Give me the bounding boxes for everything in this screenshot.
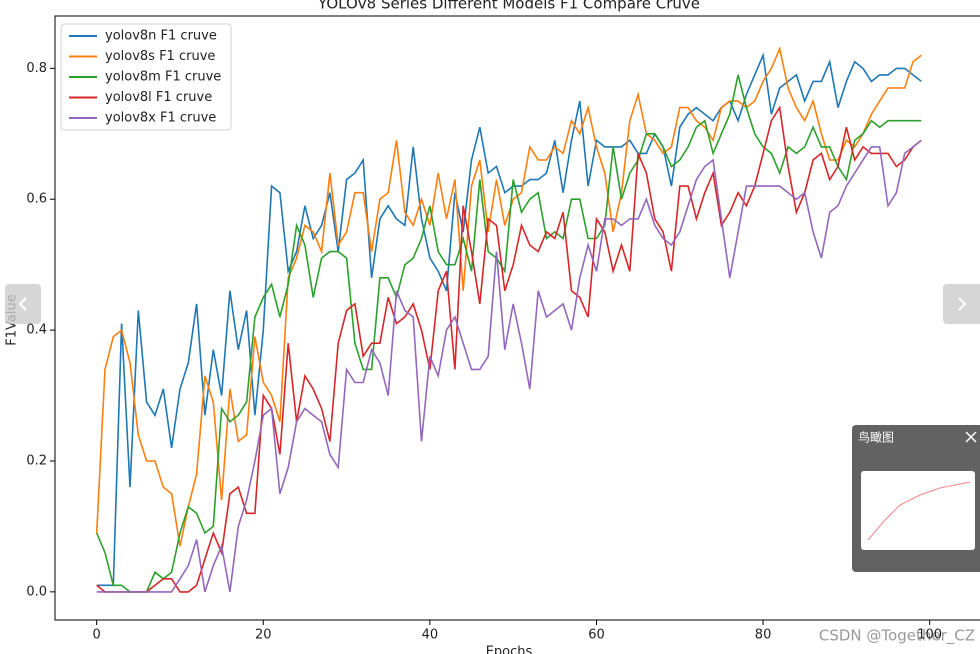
- series-line: [95, 74, 922, 593]
- series-line: [96, 52, 922, 587]
- y-tick-label: 0.2: [26, 453, 47, 468]
- watermark: CSDN @Together_CZ: [819, 627, 975, 646]
- y-tick-label: 0.0: [26, 584, 47, 599]
- axes-frame: [54, 15, 980, 621]
- minimap-close[interactable]: [965, 431, 977, 443]
- legend-label: yolov8s F1 cruve: [105, 49, 215, 64]
- y-tick-label: 0.6: [26, 192, 47, 207]
- x-tick-label: 40: [422, 628, 439, 643]
- next-button[interactable]: [943, 284, 980, 324]
- minimap: 鸟瞰图: [852, 425, 980, 572]
- legend-label: yolov8x F1 cruve: [105, 111, 216, 126]
- x-tick-label: 0: [93, 628, 101, 643]
- y-tick-label: 0.4: [26, 323, 47, 338]
- legend: yolov8n F1 cruve yolov8s F1 cruve yolov8m …: [60, 23, 232, 131]
- minimap-thumbnail[interactable]: [861, 471, 975, 550]
- legend-box: [60, 23, 232, 131]
- legend-label: yolov8l F1 cruve: [105, 90, 212, 105]
- legend-label: yolov8m F1 cruve: [105, 70, 221, 85]
- x-tick-label: 20: [255, 628, 272, 643]
- series-line: [96, 139, 922, 593]
- chart-title: YOLOv8 Series Different Models F1 Compar…: [317, 0, 700, 13]
- plot-area: [95, 46, 922, 593]
- x-tick-label: 100: [917, 628, 942, 643]
- minimap-title: 鸟瞰图: [858, 430, 894, 445]
- next-icon: [958, 297, 967, 311]
- minimap-preview: [867, 481, 971, 541]
- x-axis-label: Epochs: [486, 645, 533, 654]
- series-line: [96, 105, 922, 593]
- prev-button[interactable]: [5, 284, 41, 324]
- y-tick-label: 0.8: [26, 61, 47, 76]
- prev-icon: [18, 297, 27, 311]
- x-tick-label: 80: [755, 628, 772, 643]
- x-tick-label: 60: [588, 628, 605, 643]
- legend-label: yolov8n F1 cruve: [105, 29, 217, 44]
- series-line: [95, 46, 922, 547]
